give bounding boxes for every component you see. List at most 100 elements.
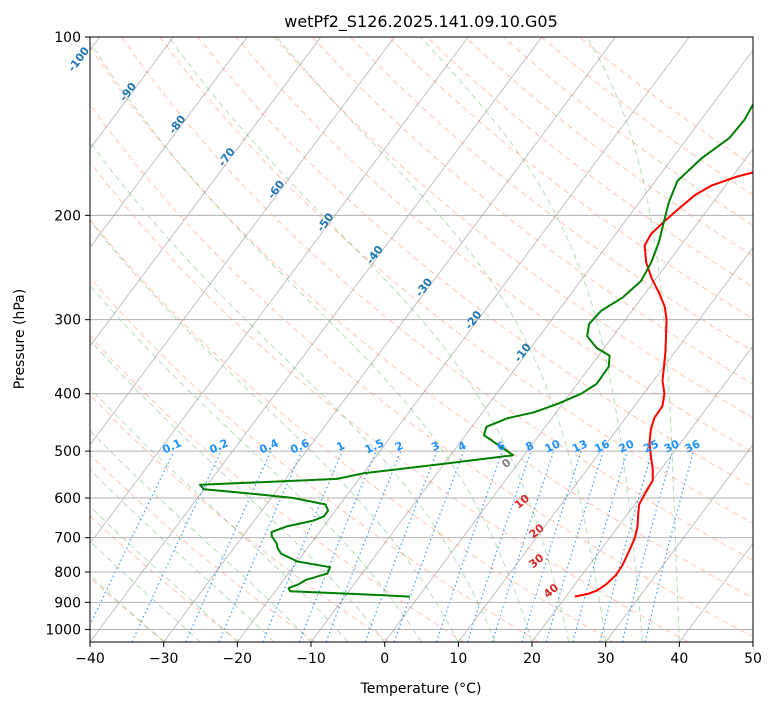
mixing-ratio-label: 36 xyxy=(683,437,703,455)
mixing-ratio-label: 0.4 xyxy=(257,436,280,456)
dry-adiabat xyxy=(83,37,775,642)
isotherm xyxy=(0,37,247,642)
mixing-ratio-label: 30 xyxy=(662,437,682,455)
x-axis-ticks: −40 −30 −20 −10 0 10 20 30 40 50 xyxy=(75,642,762,667)
isotherm xyxy=(237,37,689,642)
mixing-ratio-label: 13 xyxy=(570,437,589,455)
dry-adiabat xyxy=(503,37,775,642)
y-tick-label: 600 xyxy=(54,491,81,507)
moist-adiabat xyxy=(0,37,237,642)
mixing-ratio-label: 1.5 xyxy=(363,436,386,456)
x-tick-label: 10 xyxy=(449,651,467,667)
isotherm xyxy=(0,37,321,642)
x-tick-label: 50 xyxy=(744,651,762,667)
x-tick-label: 30 xyxy=(597,651,615,667)
moist-adiabat xyxy=(87,37,532,642)
y-tick-label: 700 xyxy=(54,531,81,547)
mixing-ratio-label: 0.6 xyxy=(288,436,311,456)
mixing-ratio-label: 25 xyxy=(641,437,660,455)
mixing-ratio-label: 1 xyxy=(334,439,346,454)
moist-adiabat-label: 20 xyxy=(527,521,547,541)
dry-adiabat xyxy=(312,37,775,642)
mixing-ratio-line xyxy=(394,451,464,642)
dry-adiabat xyxy=(7,37,688,642)
mixing-ratio-line xyxy=(522,451,581,642)
moist-adiabat xyxy=(421,37,643,642)
y-tick-label: 500 xyxy=(54,444,81,460)
x-tick-label: −20 xyxy=(223,651,253,667)
isotherm-label: -50 xyxy=(314,210,337,234)
mixing-ratio-label: 2 xyxy=(393,439,405,454)
isotherm xyxy=(679,37,775,642)
sounding-profiles xyxy=(200,37,775,597)
mixing-ratio-label: 0.1 xyxy=(160,436,183,456)
dry-adiabat xyxy=(45,37,763,642)
chart-title: wetPf2_S126.2025.141.09.10.G05 xyxy=(284,12,558,32)
isotherm xyxy=(164,37,616,642)
mixing-ratio-line xyxy=(365,451,437,642)
mixing-ratio-label: 10 xyxy=(543,437,563,455)
isotherm xyxy=(753,37,775,642)
isotherm-label: -20 xyxy=(462,308,485,332)
x-tick-label: −40 xyxy=(75,651,105,667)
dry-adiabat xyxy=(274,37,775,642)
moist-adiabat xyxy=(169,37,569,642)
isotherm-label: -100 xyxy=(65,44,92,74)
isotherm xyxy=(606,37,775,642)
dry-adiabat xyxy=(0,37,464,642)
plot-frame xyxy=(90,37,753,642)
isotherm-label: -80 xyxy=(166,112,189,136)
isotherm-label: -40 xyxy=(364,243,387,267)
mixing-ratio-line xyxy=(573,451,628,642)
y-tick-label: 100 xyxy=(54,30,81,46)
dry-adiabat xyxy=(122,37,775,642)
y-axis-title: Pressure (hPa) xyxy=(12,289,28,389)
dewpoint-line xyxy=(200,37,775,597)
x-tick-label: −10 xyxy=(296,651,326,667)
x-axis-title: Temperature (°C) xyxy=(360,681,482,697)
isotherm-label: -10 xyxy=(512,341,535,365)
isotherm xyxy=(90,37,542,642)
isotherm xyxy=(458,37,775,642)
dry-adiabat xyxy=(0,37,614,642)
y-axis-ticks: 1000 900 800 700 600 500 400 300 200 100 xyxy=(45,30,90,638)
mixing-ratio-label: 3 xyxy=(429,439,441,454)
isotherm xyxy=(0,37,394,642)
y-tick-label: 300 xyxy=(54,313,81,329)
y-tick-label: 800 xyxy=(54,565,81,581)
moist-adiabat-label: 10 xyxy=(512,492,532,512)
mixing-ratio-label: 6 xyxy=(495,439,508,454)
dry-adiabat xyxy=(580,37,775,642)
mixing-ratio-line xyxy=(219,451,302,642)
moist-adiabat xyxy=(23,37,496,642)
mixing-ratio-line xyxy=(132,451,221,642)
isotherm xyxy=(385,37,775,642)
mixing-ratio-label: 8 xyxy=(524,439,536,454)
x-tick-label: −30 xyxy=(149,651,179,667)
mixing-ratio-line xyxy=(492,451,554,642)
moist-adiabat xyxy=(277,37,606,642)
mixing-ratio-line xyxy=(622,451,672,642)
y-tick-label: 900 xyxy=(54,595,81,611)
x-tick-label: 0 xyxy=(380,651,389,667)
dry-adiabat xyxy=(541,37,775,642)
dry-adiabat xyxy=(0,37,240,642)
mixing-ratio-label: 0.2 xyxy=(207,436,230,456)
dry-adiabat xyxy=(389,37,775,642)
mixing-ratio-label: 4 xyxy=(456,439,469,454)
y-tick-label: 200 xyxy=(54,208,81,224)
dry-adiabat xyxy=(465,37,775,642)
x-tick-label: 20 xyxy=(523,651,541,667)
dry-adiabat xyxy=(236,37,775,642)
x-tick-label: 40 xyxy=(670,651,688,667)
isotherm-label: -90 xyxy=(117,80,140,104)
y-tick-label: 1000 xyxy=(45,622,81,638)
background-lines xyxy=(0,37,775,642)
isotherm-label: -30 xyxy=(413,275,436,299)
y-tick-label: 400 xyxy=(54,387,81,403)
isotherm xyxy=(16,37,468,642)
dry-adiabat xyxy=(0,37,539,642)
isotherm-label: -70 xyxy=(216,145,239,169)
